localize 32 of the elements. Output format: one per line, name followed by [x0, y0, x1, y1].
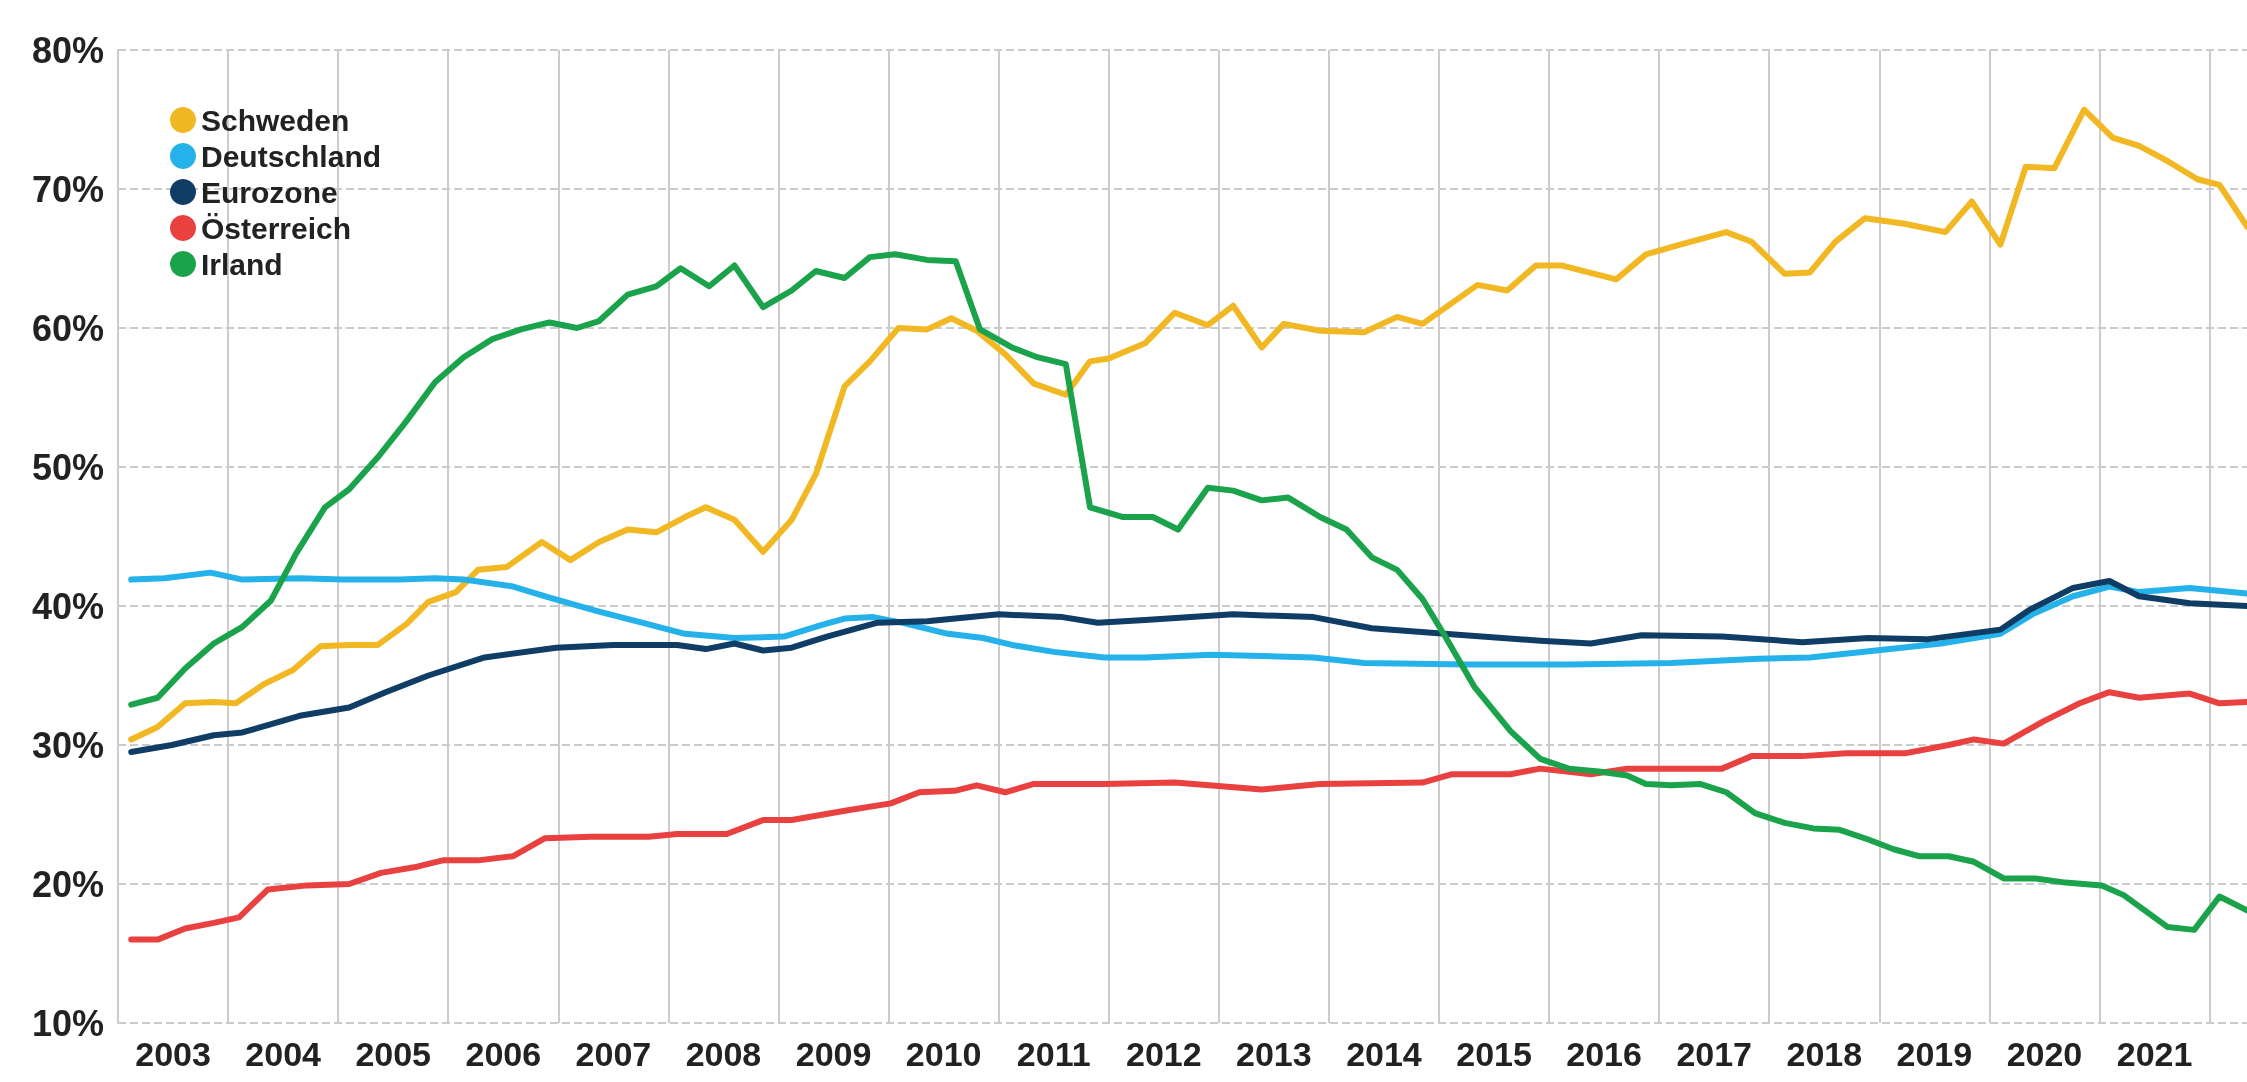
legend-label: Eurozone: [201, 175, 338, 209]
x-tick-label: 2017: [1676, 1035, 1753, 1073]
x-tick-label: 2016: [1566, 1035, 1642, 1073]
y-tick-label: 80%: [31, 29, 104, 71]
legend-label: Irland: [201, 247, 283, 281]
y-tick-label: 10%: [31, 1002, 104, 1044]
x-tick-label: 2019: [1896, 1035, 1973, 1073]
x-tick-label: 2018: [1786, 1035, 1863, 1073]
y-tick-label: 40%: [31, 585, 104, 627]
y-tick-label: 70%: [31, 168, 104, 210]
x-tick-label: 2020: [2006, 1035, 2083, 1073]
x-tick-label: 2008: [685, 1035, 762, 1073]
x-tick-label: 2006: [465, 1035, 542, 1073]
x-tick-label: 2005: [355, 1035, 432, 1073]
x-tick-label: 2012: [1125, 1035, 1202, 1073]
y-tick-label: 60%: [31, 307, 104, 349]
x-tick-label: 2015: [1456, 1035, 1532, 1073]
legend-label: Österreich: [201, 211, 352, 245]
x-tick-label: 2010: [905, 1035, 982, 1073]
y-tick-label: 20%: [31, 863, 104, 905]
x-tick-label: 2021: [2116, 1035, 2193, 1073]
x-tick-label: 2013: [1236, 1035, 1312, 1073]
x-tick-label: 2014: [1346, 1035, 1422, 1073]
y-tick-label: 50%: [31, 446, 104, 488]
x-tick-label: 2004: [245, 1035, 322, 1073]
x-tick-label: 2011: [1016, 1035, 1091, 1073]
legend-label: Schweden: [201, 103, 350, 137]
y-tick-label: 30%: [31, 724, 104, 766]
x-tick-label: 2007: [575, 1035, 652, 1073]
x-tick-label: 2009: [795, 1035, 872, 1073]
x-tick-label: 2003: [135, 1035, 211, 1073]
legend-label: Deutschland: [201, 139, 382, 173]
